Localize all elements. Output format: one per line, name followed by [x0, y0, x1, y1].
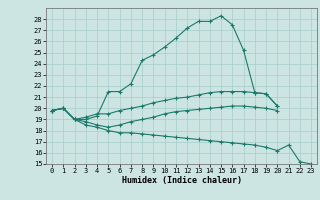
X-axis label: Humidex (Indice chaleur): Humidex (Indice chaleur): [122, 176, 242, 185]
